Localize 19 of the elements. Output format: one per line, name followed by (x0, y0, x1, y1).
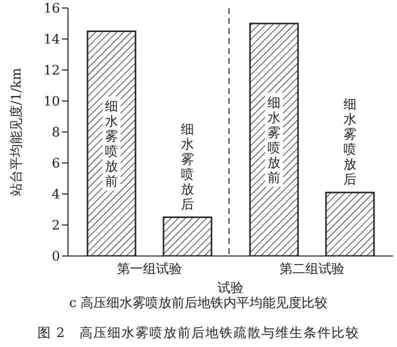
x-axis-title: 试验 (218, 281, 244, 296)
series-label: 细水雾喷放前 (105, 100, 118, 190)
y-tick-label: 16 (43, 2, 60, 17)
series-label: 细水雾喷放后 (181, 122, 194, 212)
y-tick-label: 10 (43, 94, 60, 110)
y-tick-label: 2 (52, 218, 60, 234)
y-tick-label: 12 (43, 64, 60, 79)
y-tick-label: 14 (43, 32, 60, 48)
y-tick-label: 4 (52, 188, 60, 203)
text: 细水雾喷放前 (268, 96, 280, 186)
text: 图 2 高压细水雾喷放前后地铁疏散与维生条件比较 (36, 325, 361, 342)
y-tick-label: 6 (52, 156, 60, 172)
y-tick-label: 8 (52, 126, 60, 141)
x-tick-label: 第二组试验 (279, 262, 344, 278)
text: 细水雾喷放后 (344, 97, 356, 188)
y-tick-label: 0 (52, 250, 60, 265)
text: c 高压细水雾喷放前后地铁内平均能见度比较 (68, 295, 329, 312)
y-axis-title: 站台平均能见度/1/km (8, 68, 25, 196)
x-tick-label: 第一组试验 (116, 262, 182, 278)
